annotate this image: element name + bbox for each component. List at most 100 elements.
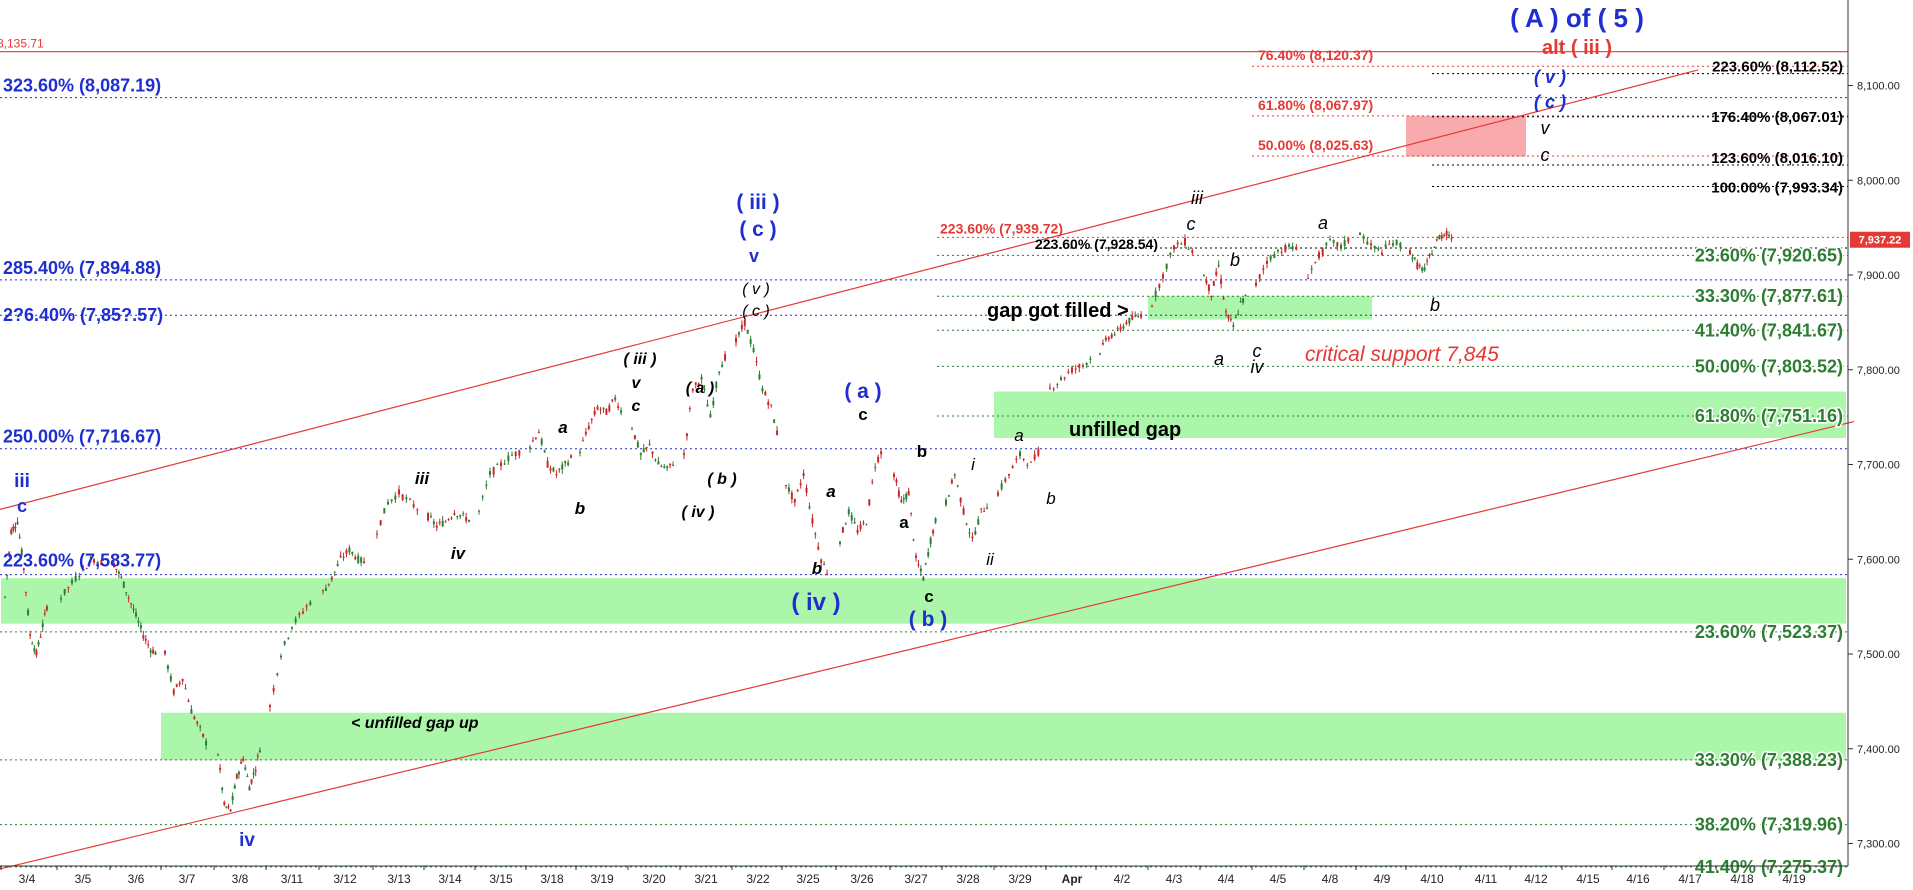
candle-body	[1399, 242, 1402, 248]
x-tick-label: 3/29	[1008, 872, 1032, 886]
candle-body	[254, 770, 257, 772]
candle-body	[1332, 240, 1335, 243]
candle-body	[631, 428, 633, 430]
candle-body	[432, 521, 435, 525]
candle-body	[348, 547, 351, 553]
candle-body	[1220, 278, 1223, 284]
candle-body	[706, 404, 709, 407]
level-label: 223.60% (7,928.54)	[1035, 236, 1158, 252]
candle-body	[456, 516, 459, 518]
candle-body	[298, 613, 301, 615]
x-tick-label: 4/8	[1322, 872, 1339, 886]
candle-body	[540, 439, 543, 445]
wave-label: a	[1214, 349, 1224, 369]
candle-body	[309, 601, 312, 605]
candle-body	[709, 413, 712, 418]
candle-body	[149, 650, 152, 653]
candle-body	[35, 650, 38, 656]
wave-label: b	[1430, 295, 1440, 315]
candle-body	[302, 611, 304, 614]
candle-body	[405, 497, 408, 500]
candle-body	[1217, 264, 1220, 266]
candle-body	[154, 652, 157, 655]
wave-label: c	[924, 587, 933, 606]
candle-body	[1343, 240, 1346, 246]
candle-body	[1381, 252, 1383, 255]
candle-body	[683, 453, 685, 456]
candle-body	[761, 388, 764, 392]
x-tick-label: 3/11	[281, 872, 304, 886]
candle-body	[703, 388, 706, 390]
wave-label: a	[899, 513, 909, 532]
candle-body	[672, 464, 675, 466]
candle-body	[534, 437, 537, 439]
y-tick-label: 7,300.00	[1857, 839, 1900, 851]
candle-body	[874, 466, 877, 468]
candle-body	[645, 447, 648, 449]
candle-body	[844, 523, 847, 525]
candle-body	[132, 608, 135, 610]
candle-body	[633, 435, 636, 439]
candle-body	[196, 721, 199, 724]
candle-body	[164, 650, 166, 654]
level-label: 23.60% (7,920.65)	[1695, 245, 1843, 265]
y-tick-label: 7,600.00	[1857, 554, 1900, 566]
candle-body	[620, 410, 623, 413]
wave-label: unfilled gap	[1069, 419, 1181, 441]
candle-body	[605, 408, 608, 415]
candle-body	[231, 796, 234, 801]
candle-body	[8, 552, 11, 554]
wave-label: v	[1541, 118, 1551, 138]
level-label: 33.30% (7,388.23)	[1695, 750, 1843, 770]
candle-body	[1119, 326, 1122, 331]
candle-body	[590, 418, 593, 421]
candle-body	[1154, 290, 1157, 297]
level-label: 50.00% (8,025.63)	[1258, 137, 1373, 153]
candle-body	[1162, 274, 1164, 279]
candle-body	[1212, 280, 1215, 286]
candle-body	[139, 625, 142, 629]
candle-body	[773, 419, 776, 423]
candle-body	[1416, 262, 1419, 269]
candle-body	[1110, 334, 1113, 338]
candle-body	[1215, 271, 1218, 276]
x-tick-label: Apr	[1062, 872, 1083, 886]
wave-label: ( c )	[1534, 92, 1566, 112]
candle-body	[841, 527, 844, 533]
candle-body	[71, 580, 73, 584]
candle-body	[1191, 250, 1194, 254]
candle-body	[853, 522, 856, 524]
candle-body	[814, 533, 817, 535]
candle-body	[1210, 295, 1213, 297]
price-zone	[1406, 115, 1526, 157]
x-tick-label: 3/22	[746, 872, 770, 886]
wave-label: iv	[239, 830, 255, 851]
level-label: 33.30% (7,877.61)	[1695, 286, 1843, 306]
candle-body	[974, 530, 977, 535]
candle-body	[429, 516, 432, 518]
candle-body	[1262, 268, 1265, 270]
candle-body	[441, 520, 444, 527]
candle-body	[354, 557, 357, 560]
candle-body	[947, 495, 950, 497]
candle-body	[518, 450, 521, 456]
candle-body	[1336, 242, 1339, 247]
candle-body	[276, 673, 279, 676]
candle-body	[269, 705, 271, 708]
candle-body	[895, 479, 898, 483]
candle-body	[688, 407, 691, 409]
candle-body	[663, 466, 666, 468]
candle-body	[93, 559, 95, 563]
candle-body	[465, 517, 468, 521]
wave-label: v	[749, 246, 759, 266]
candle-body	[1366, 241, 1369, 245]
candle-body	[492, 467, 495, 475]
candle-body	[980, 508, 983, 510]
candle-body	[1176, 242, 1179, 245]
candle-body	[715, 382, 718, 388]
candle-body	[401, 494, 404, 500]
candle-body	[1004, 478, 1007, 482]
candle-body	[927, 552, 930, 557]
candle-body	[1229, 319, 1232, 321]
level-label: 2?6.40% (7,85?.57)	[3, 305, 163, 325]
